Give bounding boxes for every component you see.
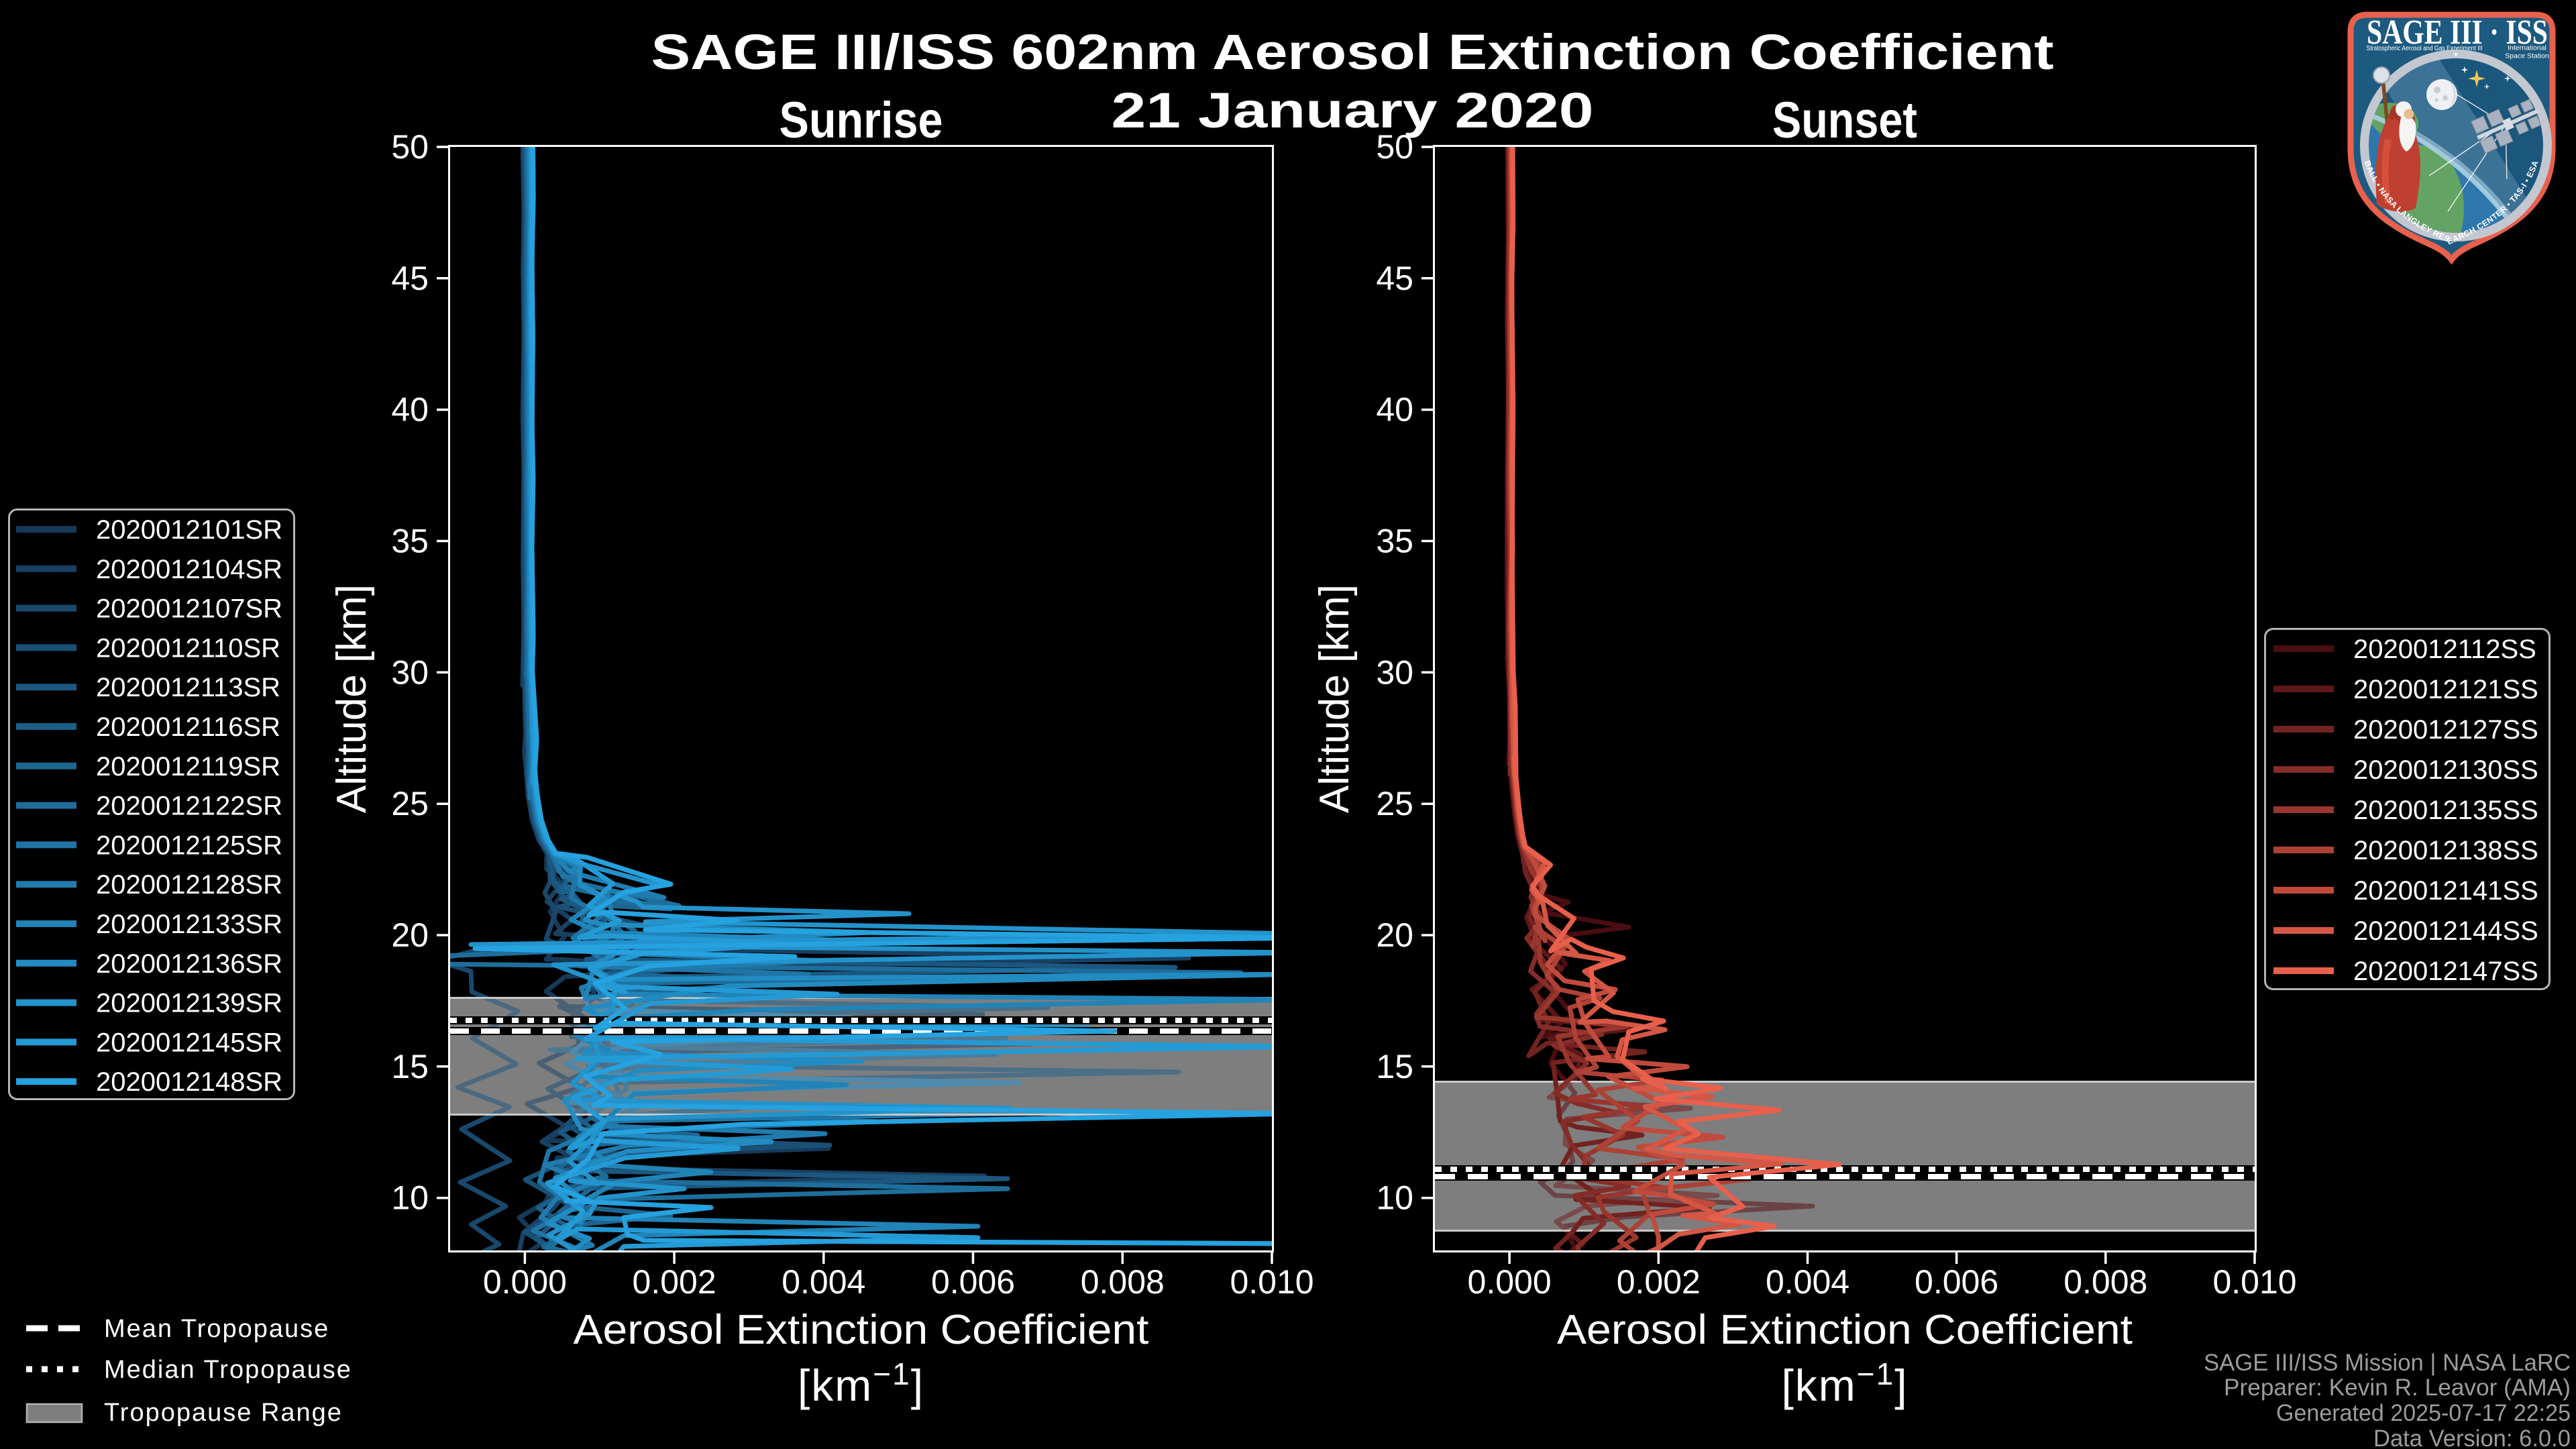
svg-text:SAGE III · ISS: SAGE III · ISS <box>2367 13 2548 52</box>
svg-text:0.010: 0.010 <box>1230 1263 1313 1301</box>
svg-text:2020012121SS: 2020012121SS <box>2353 675 2538 704</box>
svg-text:20: 20 <box>1376 916 1413 954</box>
svg-text:Preparer: Kevin R. Leavor (AMA: Preparer: Kevin R. Leavor (AMA) <box>2224 1375 2571 1401</box>
svg-text:2020012104SR: 2020012104SR <box>96 555 282 584</box>
svg-text:0.008: 0.008 <box>1081 1263 1165 1301</box>
svg-text:Sunset: Sunset <box>1772 92 1917 149</box>
svg-text:Stratospheric Aerosol and Gas: Stratospheric Aerosol and Gas Experiment… <box>2367 45 2483 52</box>
svg-text:0.002: 0.002 <box>1617 1263 1701 1301</box>
svg-text:30: 30 <box>1376 653 1413 691</box>
svg-text:0.004: 0.004 <box>1766 1263 1849 1301</box>
svg-text:2020012113SR: 2020012113SR <box>96 673 280 702</box>
svg-text:2020012139SR: 2020012139SR <box>96 989 282 1018</box>
svg-text:Tropopause Range: Tropopause Range <box>104 1399 343 1427</box>
svg-text:45: 45 <box>391 260 429 297</box>
svg-text:0.010: 0.010 <box>2212 1263 2296 1301</box>
svg-text:50: 50 <box>1376 128 1413 166</box>
svg-text:30: 30 <box>391 653 429 691</box>
svg-text:10: 10 <box>1376 1179 1413 1217</box>
svg-text:40: 40 <box>391 391 429 429</box>
svg-text:Aerosol Extinction Coefficient: Aerosol Extinction Coefficient <box>1557 1307 2133 1353</box>
svg-text:SAGE III/ISS Mission | NASA La: SAGE III/ISS Mission | NASA LaRC <box>2204 1350 2571 1376</box>
svg-text:Mean Tropopause: Mean Tropopause <box>104 1315 329 1343</box>
svg-text:Altitude [km]: Altitude [km] <box>1311 584 1358 813</box>
svg-text:2020012116SR: 2020012116SR <box>96 712 280 742</box>
svg-text:35: 35 <box>1376 523 1413 560</box>
svg-text:Altitude [km]: Altitude [km] <box>329 584 375 813</box>
svg-text:Data Version: 6.0.0: Data Version: 6.0.0 <box>2373 1426 2571 1449</box>
svg-text:2020012141SS: 2020012141SS <box>2353 876 2538 906</box>
svg-text:International: International <box>2508 44 2546 52</box>
svg-text:Space Station: Space Station <box>2505 52 2549 60</box>
svg-text:2020012127SS: 2020012127SS <box>2353 715 2538 745</box>
svg-text:2020012107SR: 2020012107SR <box>96 594 282 624</box>
svg-text:25: 25 <box>391 785 429 822</box>
svg-text:2020012125SR: 2020012125SR <box>96 830 282 860</box>
svg-text:0.004: 0.004 <box>782 1263 865 1301</box>
svg-text:0.006: 0.006 <box>931 1263 1015 1301</box>
svg-text:2020012101SR: 2020012101SR <box>96 515 282 545</box>
svg-text:50: 50 <box>391 128 429 166</box>
svg-text:2020012148SR: 2020012148SR <box>96 1067 282 1097</box>
svg-text:2020012130SS: 2020012130SS <box>2353 755 2538 785</box>
svg-text:2020012110SR: 2020012110SR <box>96 633 280 663</box>
svg-text:10: 10 <box>391 1179 429 1217</box>
svg-text:Median Tropopause: Median Tropopause <box>104 1356 352 1384</box>
svg-text:0.008: 0.008 <box>2063 1263 2147 1301</box>
svg-text:45: 45 <box>1376 260 1413 297</box>
svg-text:2020012145SR: 2020012145SR <box>96 1028 282 1057</box>
svg-text:Generated 2025-07-17 22:25: Generated 2025-07-17 22:25 <box>2276 1400 2571 1426</box>
svg-text:2020012133SR: 2020012133SR <box>96 910 282 939</box>
svg-text:15: 15 <box>1376 1048 1413 1085</box>
svg-text:0.006: 0.006 <box>1915 1263 1998 1301</box>
svg-text:25: 25 <box>1376 785 1413 822</box>
svg-text:0.002: 0.002 <box>633 1263 716 1301</box>
svg-text:2020012136SR: 2020012136SR <box>96 949 282 979</box>
svg-text:2020012135SS: 2020012135SS <box>2353 796 2538 825</box>
svg-text:2020012144SS: 2020012144SS <box>2353 916 2538 946</box>
svg-text:40: 40 <box>1376 391 1413 429</box>
svg-text:35: 35 <box>391 523 429 560</box>
svg-text:2020012138SS: 2020012138SS <box>2353 836 2538 865</box>
svg-text:2020012112SS: 2020012112SS <box>2353 635 2536 664</box>
svg-text:2020012119SR: 2020012119SR <box>96 752 280 782</box>
svg-text:15: 15 <box>391 1048 429 1085</box>
svg-text:Aerosol Extinction Coefficient: Aerosol Extinction Coefficient <box>574 1307 1149 1353</box>
svg-text:2020012122SR: 2020012122SR <box>96 792 282 821</box>
svg-text:21 January 2020: 21 January 2020 <box>1112 83 1594 138</box>
svg-text:Sunrise: Sunrise <box>780 92 943 149</box>
svg-text:20: 20 <box>391 916 429 954</box>
svg-text:SAGE III/ISS 602nm Aerosol Ext: SAGE III/ISS 602nm Aerosol Extinction Co… <box>651 24 2054 80</box>
svg-text:2020012147SS: 2020012147SS <box>2353 957 2538 986</box>
svg-text:0.000: 0.000 <box>483 1263 567 1301</box>
svg-text:0.000: 0.000 <box>1468 1263 1552 1301</box>
svg-text:2020012128SR: 2020012128SR <box>96 870 282 900</box>
